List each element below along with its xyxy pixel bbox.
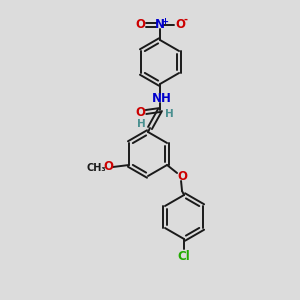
Text: CH₃: CH₃ — [86, 163, 106, 173]
Text: O: O — [135, 19, 145, 32]
Text: +: + — [161, 16, 169, 26]
Text: NH: NH — [152, 92, 172, 106]
Text: H: H — [136, 119, 146, 129]
Text: H: H — [165, 109, 173, 119]
Text: N: N — [155, 19, 165, 32]
Text: O: O — [103, 160, 113, 173]
Text: Cl: Cl — [178, 250, 190, 262]
Text: O: O — [135, 106, 145, 118]
Text: -: - — [183, 15, 187, 25]
Text: O: O — [175, 19, 185, 32]
Text: O: O — [177, 170, 187, 184]
